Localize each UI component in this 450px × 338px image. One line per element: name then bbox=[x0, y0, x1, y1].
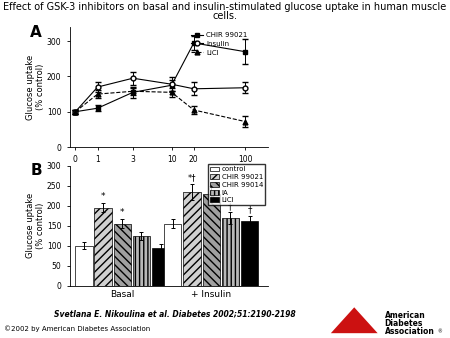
Bar bbox=[94, 208, 112, 286]
Bar bbox=[152, 248, 169, 286]
Bar bbox=[183, 192, 201, 286]
Legend: control, CHIR 99021, CHIR 99014, IA, LiCl: control, CHIR 99021, CHIR 99014, IA, LiC… bbox=[208, 164, 265, 206]
Text: Association: Association bbox=[385, 327, 435, 336]
Polygon shape bbox=[331, 307, 378, 333]
Text: †: † bbox=[248, 206, 252, 214]
Text: Effect of GSK-3 inhibitors on basal and insulin-stimulated glucose uptake in hum: Effect of GSK-3 inhibitors on basal and … bbox=[4, 2, 446, 12]
Bar bbox=[241, 221, 258, 286]
Legend: CHIR 99021, Insulin, LiCl: CHIR 99021, Insulin, LiCl bbox=[188, 29, 250, 58]
Text: Diabetes: Diabetes bbox=[385, 319, 423, 328]
Text: A: A bbox=[30, 25, 42, 40]
Y-axis label: Glucose uptake
(% control): Glucose uptake (% control) bbox=[26, 193, 45, 258]
Bar bbox=[133, 236, 150, 286]
Bar bbox=[164, 224, 181, 286]
Bar bbox=[75, 246, 93, 286]
Text: ©2002 by American Diabetes Association: ©2002 by American Diabetes Association bbox=[4, 325, 151, 332]
Text: Svetlana E. Nikoulina et al. Diabetes 2002;51:2190-2198: Svetlana E. Nikoulina et al. Diabetes 20… bbox=[54, 309, 296, 318]
Text: American: American bbox=[385, 311, 425, 320]
Text: B: B bbox=[30, 163, 42, 178]
Bar bbox=[202, 194, 220, 286]
Bar bbox=[114, 224, 131, 286]
X-axis label: Time (h): Time (h) bbox=[150, 166, 188, 175]
Y-axis label: Glucose uptake
(% control): Glucose uptake (% control) bbox=[26, 54, 45, 120]
Text: †: † bbox=[228, 202, 233, 211]
Text: ®: ® bbox=[437, 329, 442, 334]
Text: *: * bbox=[120, 208, 125, 217]
Bar bbox=[222, 218, 239, 286]
Text: *: * bbox=[101, 192, 105, 201]
Text: *†: *† bbox=[188, 173, 196, 182]
Text: cells.: cells. bbox=[212, 11, 238, 21]
